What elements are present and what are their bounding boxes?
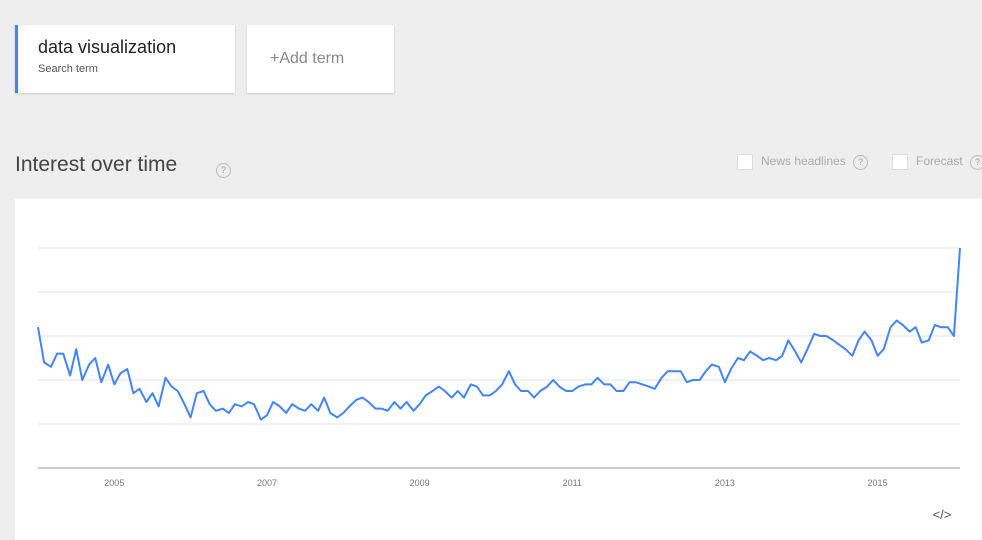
news-label: News headlines	[761, 154, 846, 169]
help-icon[interactable]: ?	[970, 155, 982, 171]
forecast-label: Forecast	[916, 154, 963, 169]
term: data visualization	[38, 37, 177, 57]
help-icon[interactable]: ?	[216, 163, 231, 178]
chart: </> 2005 2007 2009 2011 2013 2015	[15, 199, 982, 540]
x-tick-label: 2009	[410, 478, 430, 488]
news-option[interactable]: News headlines ?	[737, 154, 869, 171]
checkbox[interactable]	[737, 154, 753, 170]
x-tick-label: 2013	[715, 478, 735, 488]
add-term: +Add term	[270, 50, 345, 67]
checkbox[interactable]	[892, 154, 908, 170]
section-title: Interest over time	[15, 153, 178, 176]
embed-icon[interactable]: </>	[933, 507, 952, 522]
x-tick-label: 2005	[104, 478, 124, 488]
trend-line	[37, 247, 961, 421]
x-tick-label: 2007	[257, 478, 277, 488]
search-term-card[interactable]: data visualization Search term	[15, 25, 235, 93]
x-tick-label: 2015	[868, 478, 888, 488]
forecast-option[interactable]: Forecast ?	[892, 154, 982, 171]
term-caption: Search term	[38, 63, 98, 75]
x-tick-label: 2011	[563, 478, 582, 488]
help-icon[interactable]: ?	[853, 155, 869, 171]
add-term-card[interactable]: +Add term	[247, 25, 394, 93]
